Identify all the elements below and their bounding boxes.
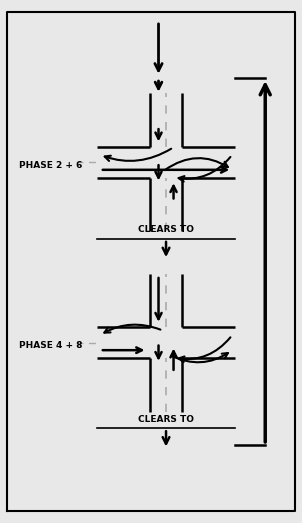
Text: CLEARS TO: CLEARS TO [138, 225, 194, 234]
Text: PHASE 4 + 8: PHASE 4 + 8 [19, 341, 82, 350]
Text: CLEARS TO: CLEARS TO [138, 415, 194, 424]
Text: PHASE 2 + 6: PHASE 2 + 6 [19, 161, 82, 170]
